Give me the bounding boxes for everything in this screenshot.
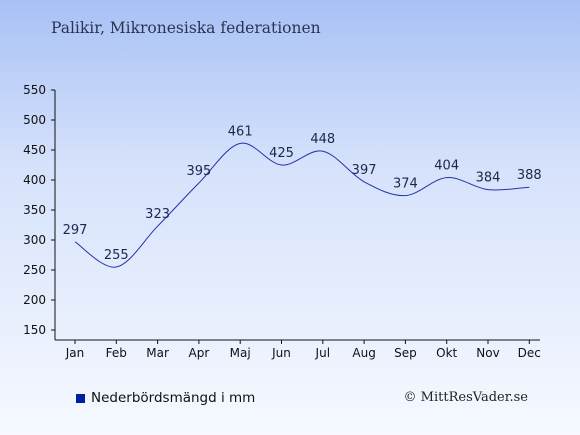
y-tick-label: 300 — [23, 233, 46, 247]
y-axis-ticks: 150 200 250 300 350 400 450 500 550 — [23, 83, 55, 337]
data-label: 395 — [186, 164, 211, 179]
data-label: 397 — [352, 163, 377, 178]
data-label: 425 — [269, 146, 294, 161]
x-tick-label: Dec — [518, 346, 541, 360]
x-tick-label: Nov — [476, 346, 499, 360]
y-tick-label: 550 — [23, 83, 46, 97]
data-label: 297 — [63, 223, 88, 238]
y-tick-label: 250 — [23, 263, 46, 277]
x-tick-label: Feb — [106, 346, 127, 360]
x-tick-label: Jun — [271, 346, 291, 360]
y-tick-label: 200 — [23, 293, 46, 307]
axes — [54, 90, 540, 341]
data-label: 461 — [228, 124, 253, 139]
x-tick-label: Apr — [189, 346, 210, 360]
series-line-nederbord — [74, 142, 530, 268]
legend-label: Nederbördsmängd i mm — [91, 390, 256, 406]
data-label: 255 — [104, 248, 129, 263]
legend: Nederbördsmängd i mm — [76, 390, 255, 406]
x-tick-label: Jan — [65, 346, 85, 360]
x-tick-label: Aug — [352, 346, 375, 360]
x-tick-label: Mar — [146, 346, 169, 360]
chart-title: Palikir, Mikronesiska federationen — [51, 19, 321, 37]
data-label: 374 — [393, 177, 418, 192]
copyright-text: © MittResVader.se — [403, 390, 528, 405]
y-tick-label: 450 — [23, 143, 46, 157]
y-tick-label: 350 — [23, 203, 46, 217]
y-tick-label: 400 — [23, 173, 46, 187]
y-tick-label: 150 — [23, 323, 46, 337]
data-label: 384 — [476, 171, 501, 186]
data-label: 323 — [145, 207, 170, 222]
x-axis-ticks: Jan Feb Mar Apr Maj Jun Jul Aug Sep Okt Nov Dec — [65, 340, 541, 360]
x-tick-label: Okt — [436, 346, 457, 360]
legend-swatch — [76, 393, 85, 403]
y-tick-label: 500 — [23, 113, 46, 127]
x-tick-label: Jul — [315, 346, 330, 360]
x-tick-label: Maj — [230, 346, 251, 360]
x-tick-label: Sep — [394, 346, 417, 360]
data-label: 404 — [434, 159, 459, 174]
data-label: 448 — [310, 132, 335, 147]
data-labels: 297 255 323 395 461 425 448 397 374 404 384 388 — [63, 124, 542, 263]
data-label: 388 — [517, 168, 542, 183]
